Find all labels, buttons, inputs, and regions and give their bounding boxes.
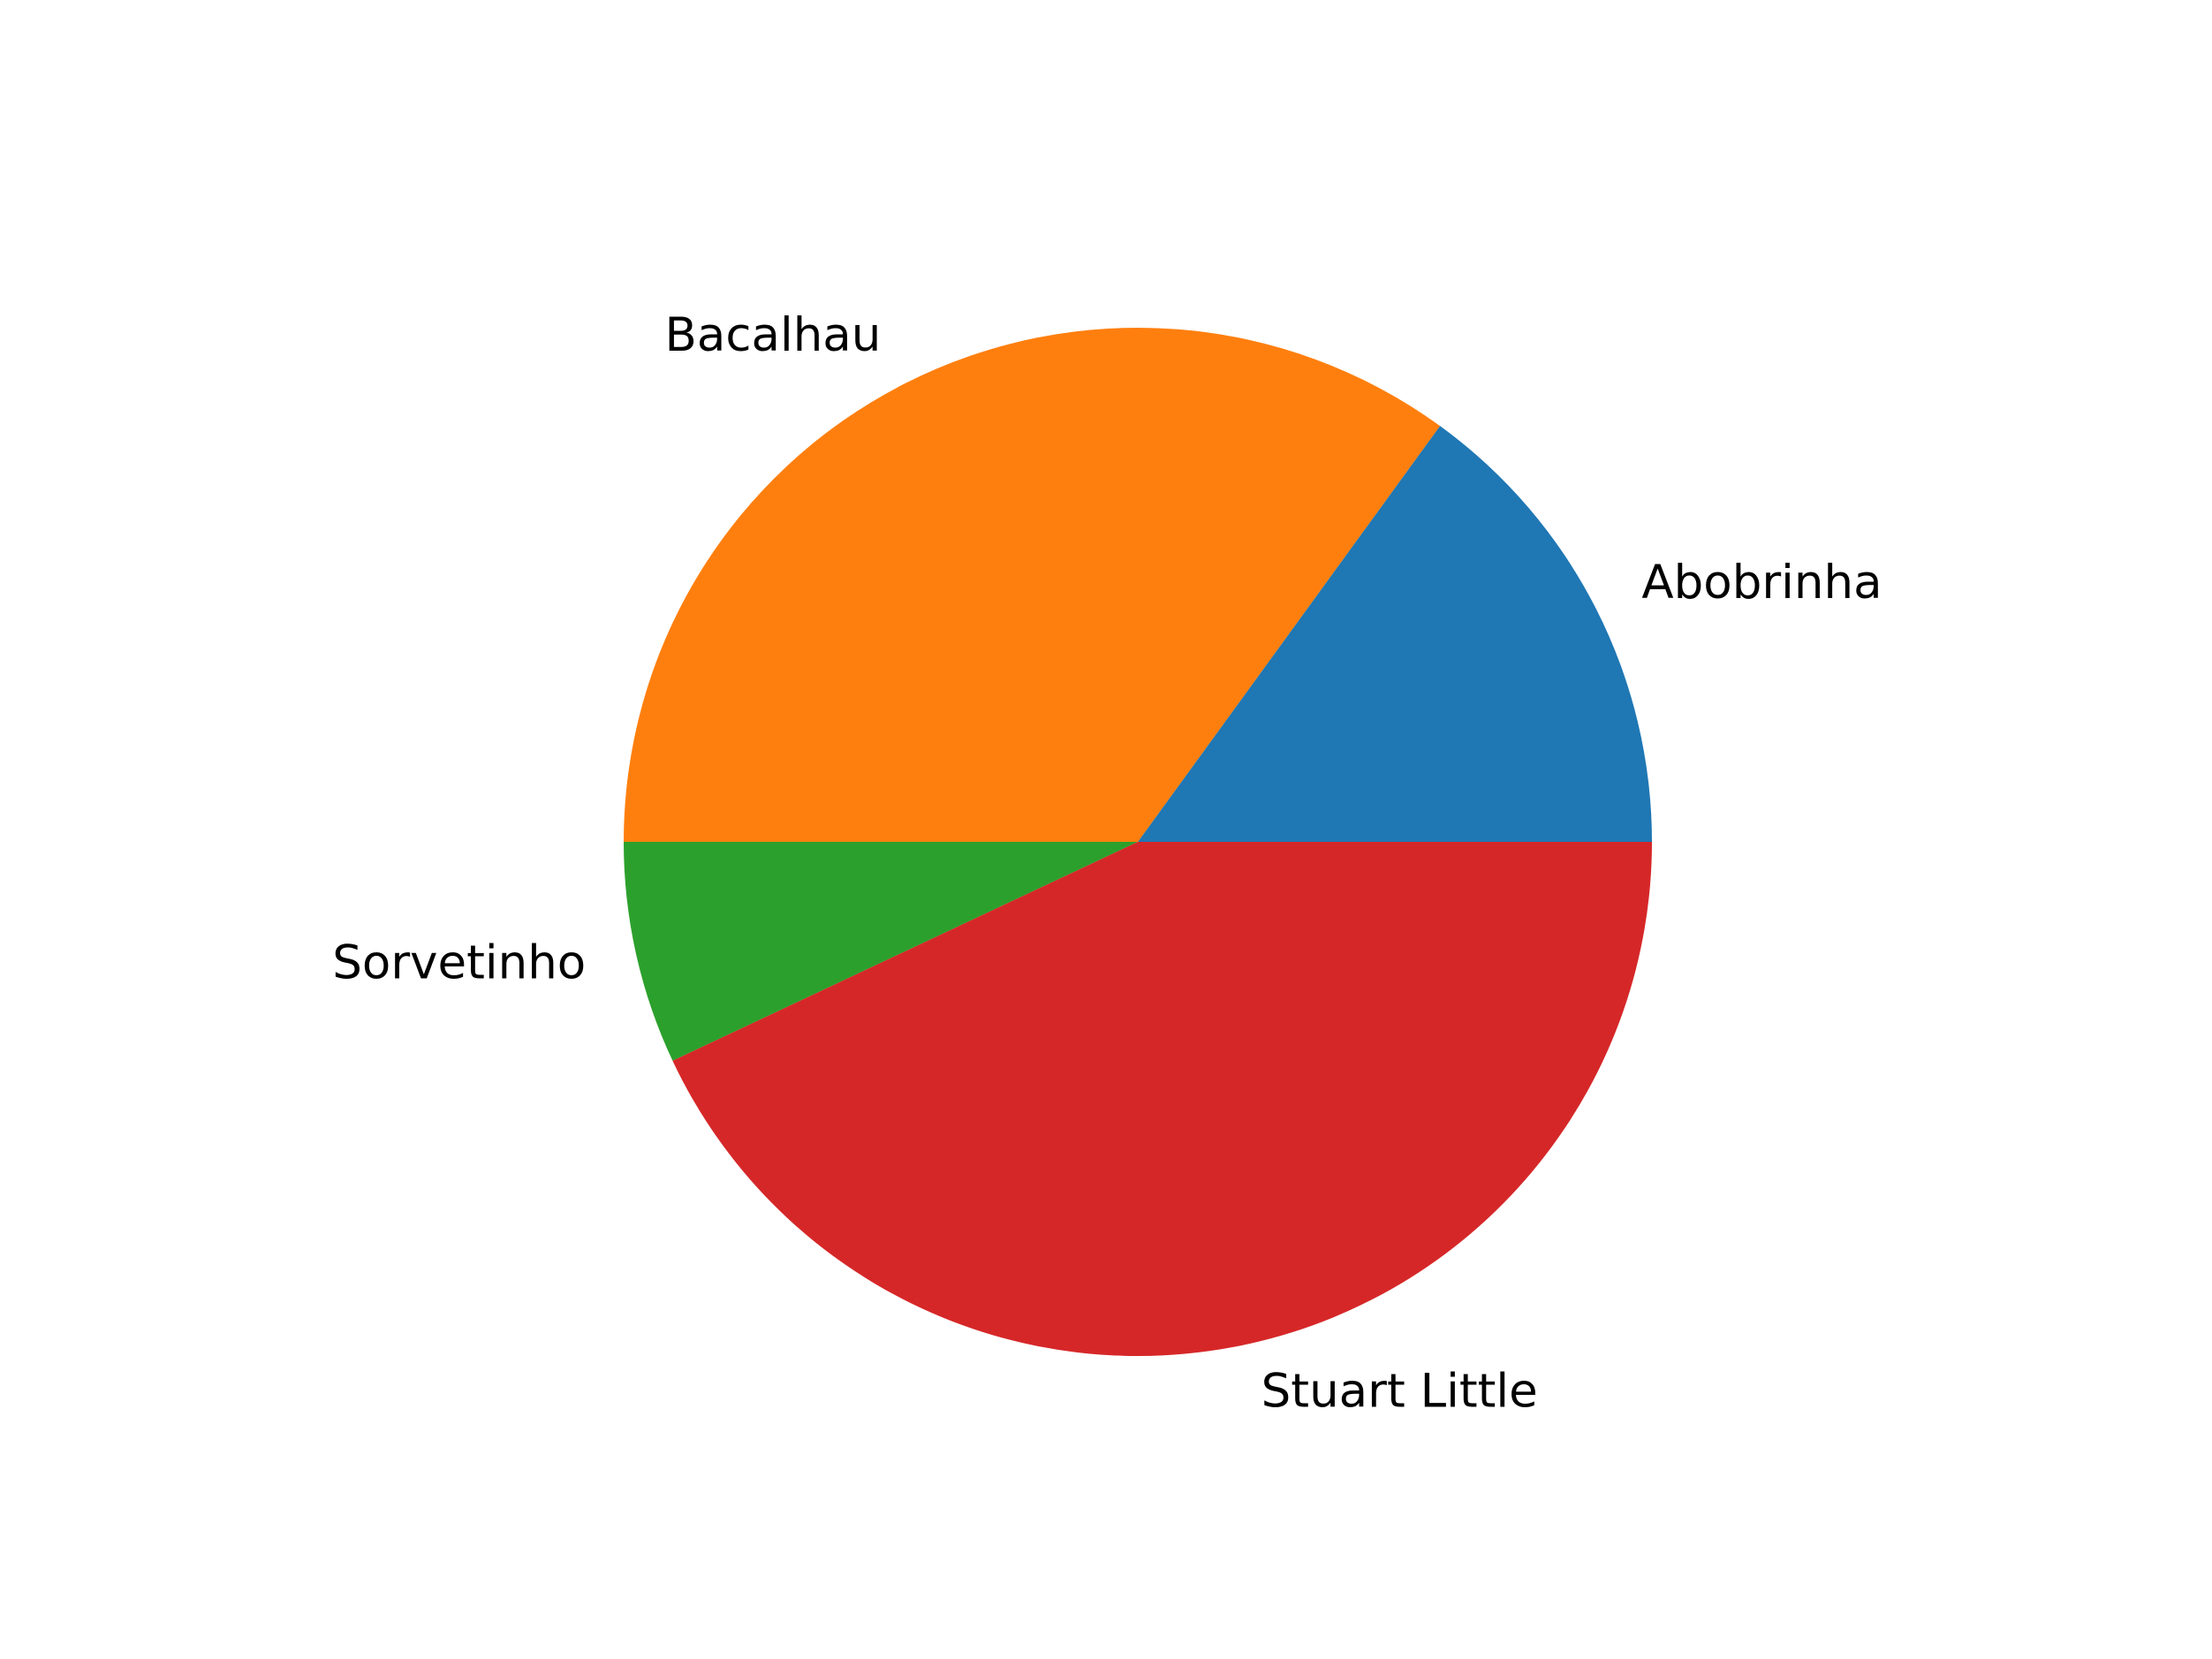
pie-label-sorvetinho: Sorvetinho bbox=[332, 936, 586, 989]
pie-label-stuart-little: Stuart Little bbox=[1261, 1364, 1538, 1418]
pie-slice-bacalhau bbox=[624, 327, 1441, 843]
pie-slices bbox=[624, 327, 1652, 1356]
pie-label-bacalhau: Bacalhau bbox=[665, 308, 882, 362]
pie-slice-sorvetinho bbox=[624, 842, 1138, 1061]
pie-labels: Abobrinha Bacalhau Sorvetinho Stuart Little bbox=[332, 308, 1882, 1418]
pie-slice-abobrinha bbox=[1138, 426, 1652, 842]
pie-slice-stuart-little bbox=[672, 842, 1652, 1356]
pie-label-abobrinha: Abobrinha bbox=[1641, 556, 1882, 610]
